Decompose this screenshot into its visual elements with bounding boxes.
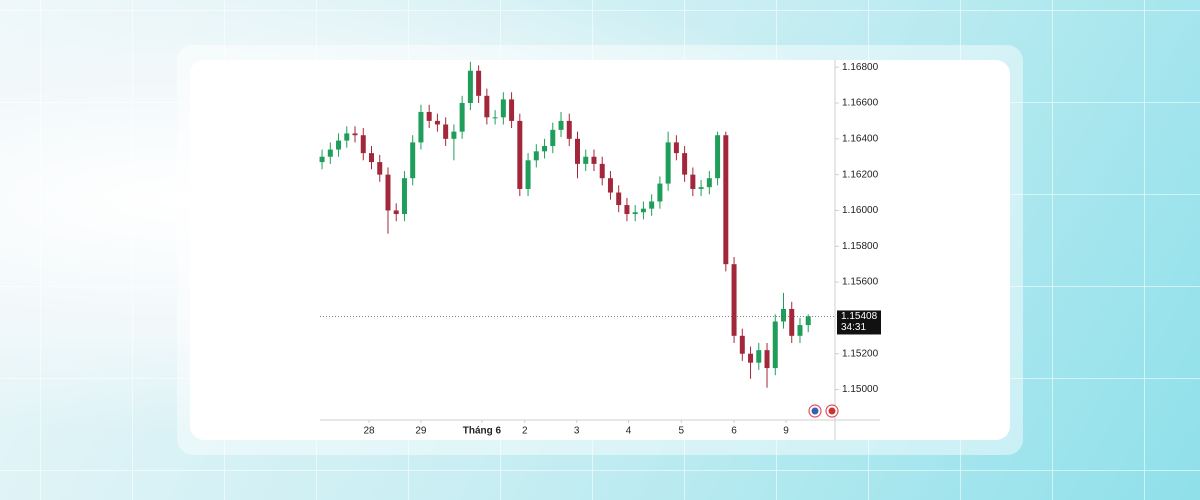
y-tick-label: 1.16000 — [842, 205, 879, 216]
candle-body — [805, 316, 811, 326]
y-tick-label: 1.15200 — [842, 348, 879, 359]
candle-body — [319, 156, 325, 163]
candle-body — [467, 70, 473, 103]
candle-body — [426, 111, 432, 121]
candle-body — [525, 160, 531, 189]
y-tick-label: 1.16200 — [842, 169, 879, 180]
candle-body — [509, 99, 515, 121]
candle-body — [772, 321, 778, 369]
candle-body — [352, 133, 358, 136]
candle-body — [369, 153, 374, 163]
candle-body — [706, 178, 712, 188]
candle-body — [682, 153, 688, 175]
candle-body — [393, 210, 399, 215]
x-tick-label: 29 — [415, 426, 427, 437]
candle-body — [607, 178, 613, 193]
last-price-label: 1.15408 — [841, 311, 878, 322]
y-tick-label: 1.15600 — [842, 277, 879, 288]
candle-body — [385, 174, 391, 211]
candle-body — [575, 138, 580, 164]
x-tick-label: 9 — [783, 426, 789, 437]
y-tick-label: 1.15000 — [842, 384, 879, 395]
candle-body — [451, 131, 457, 139]
candle-body — [583, 156, 589, 164]
card — [190, 60, 1010, 440]
x-tick-label: Tháng 6 — [463, 426, 502, 437]
candle-body — [476, 70, 482, 96]
candle-body — [673, 142, 679, 154]
candle-body — [327, 149, 333, 157]
y-tick-label: 1.16600 — [842, 98, 879, 109]
candle-body — [649, 201, 655, 209]
last-price-box — [837, 310, 881, 335]
candle-body — [336, 140, 342, 150]
candle-body — [739, 335, 745, 354]
candle-body — [401, 178, 407, 215]
candle-body — [731, 264, 737, 336]
candle-body — [558, 120, 564, 130]
candle-body — [690, 174, 696, 189]
candle-body — [698, 187, 704, 189]
candle-body — [616, 192, 622, 206]
countdown: 34:31 — [841, 322, 866, 333]
candle-body — [591, 156, 597, 164]
candle-body — [723, 135, 729, 265]
y-tick-label: 1.16400 — [842, 133, 879, 144]
candle-body — [624, 205, 630, 215]
candle-body — [715, 135, 721, 179]
candle-body — [443, 124, 449, 139]
candle-body — [418, 111, 424, 143]
y-tick-label: 1.16800 — [842, 62, 879, 73]
candle-body — [789, 308, 795, 336]
candle-body — [599, 163, 605, 179]
x-tick-label: 5 — [679, 426, 685, 437]
candle-body — [542, 145, 548, 152]
x-tick-label: 3 — [574, 426, 580, 437]
candle-body — [360, 135, 366, 154]
candle-body — [665, 142, 671, 184]
candle-body — [632, 212, 638, 215]
candle-body — [756, 350, 762, 363]
y-tick-label: 1.15800 — [842, 241, 879, 252]
x-tick-label: 28 — [363, 426, 375, 437]
candle-body — [517, 120, 523, 189]
candle-body — [377, 162, 383, 175]
candle-body — [410, 142, 416, 179]
candle-body — [492, 117, 498, 119]
candle-body — [550, 129, 556, 146]
candle-body — [344, 133, 350, 141]
x-tick-label: 6 — [731, 426, 737, 437]
x-tick-label: 4 — [626, 426, 632, 437]
candle-body — [781, 308, 786, 322]
candle-body — [657, 183, 663, 202]
candle-body — [764, 350, 770, 369]
candle-body — [434, 120, 440, 125]
candle-body — [459, 102, 465, 132]
candle-body — [566, 120, 572, 139]
event-icons — [808, 404, 839, 418]
candle-body — [533, 151, 539, 161]
candle-body — [484, 95, 490, 118]
x-tick-label: 2 — [522, 426, 528, 437]
candle-body — [500, 99, 506, 118]
candle-body — [748, 353, 754, 363]
candle-body — [640, 208, 646, 213]
candle-body — [797, 325, 803, 336]
